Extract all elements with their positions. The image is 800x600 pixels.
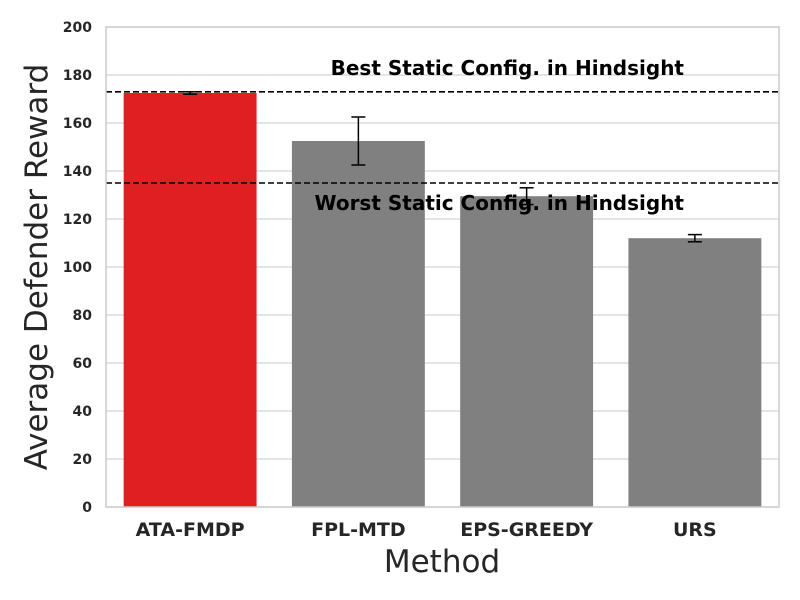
y-tick-label: 60 [73,356,93,372]
reference-line-label: Worst Static Config. in Hindsight [314,191,684,215]
reference-line-label: Best Static Config. in Hindsight [331,56,685,80]
y-tick-label: 140 [63,164,92,180]
plot-frame [105,26,780,508]
y-axis-title: Average Defender Reward [19,64,55,471]
bar [628,238,762,507]
x-tick-label: FPL-MTD [311,519,406,541]
y-tick-label: 120 [63,212,92,228]
y-tick-label: 100 [63,260,92,276]
bar [123,93,257,507]
error-bars [183,91,702,243]
x-tick-labels: ATA-FMDP FPL-MTD EPS-GREEDY URS [136,519,717,541]
x-tick-label: URS [673,519,717,541]
y-tick-labels: 0 20 40 60 80 100 120 140 160 180 200 [63,20,92,516]
x-tick-label: ATA-FMDP [136,519,245,541]
y-tick-label: 80 [73,308,93,324]
bar [291,141,425,507]
x-tick-label: EPS-GREEDY [460,519,593,541]
reference-lines: Best Static Config. in Hindsight Worst St… [106,56,779,215]
y-tick-label: 200 [63,20,92,36]
y-tick-label: 180 [63,68,92,84]
bars [123,93,762,507]
y-tick-label: 20 [73,452,93,468]
y-tick-label: 160 [63,116,92,132]
y-tick-label: 40 [73,404,93,420]
bar [460,196,594,507]
y-tick-label: 0 [82,500,92,516]
x-axis-title: Method [384,544,500,580]
